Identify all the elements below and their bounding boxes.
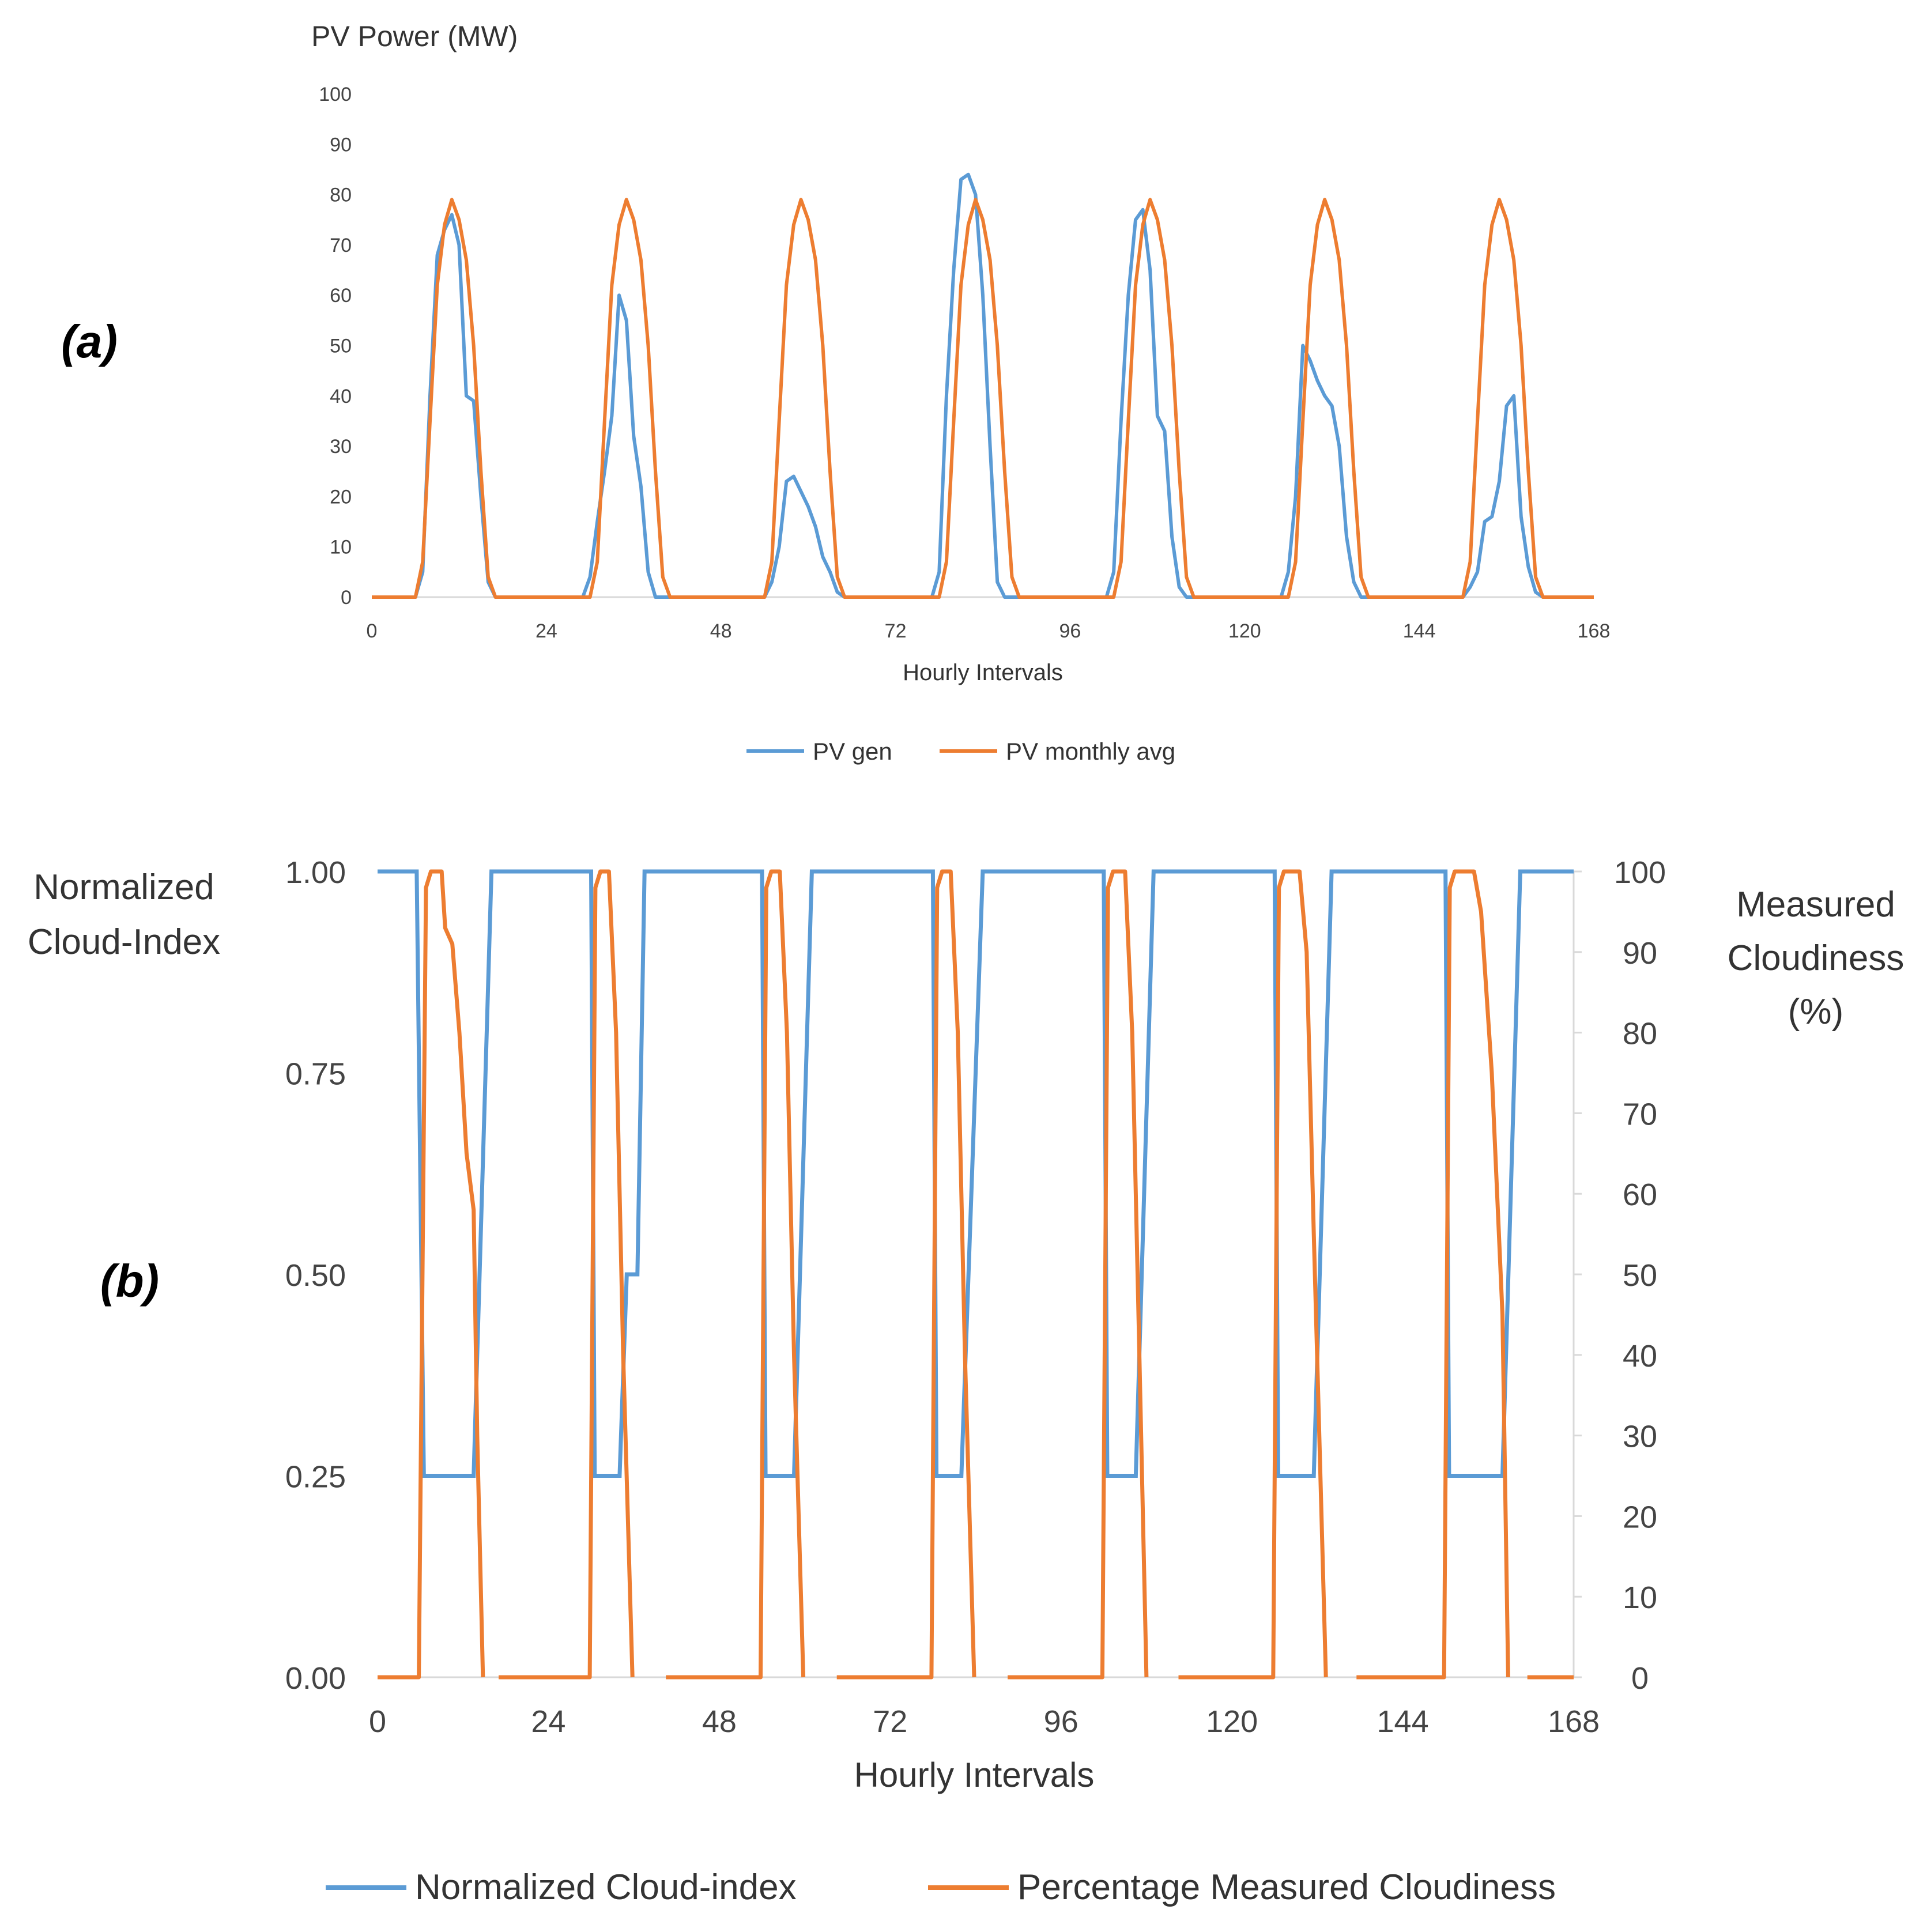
chart-b-xtick: 96 <box>1044 1704 1078 1739</box>
chart-b-ytick-right: 20 <box>1623 1500 1657 1534</box>
chart-b-xtick: 48 <box>702 1704 737 1739</box>
chart-a-ytick: 0 <box>341 587 352 609</box>
chart-a-ytick: 20 <box>330 486 352 508</box>
chart-a-ytick: 60 <box>330 285 352 307</box>
chart-a-xtick: 48 <box>710 620 732 642</box>
chart-a-ytick: 80 <box>330 184 352 206</box>
chart-b-xtick: 120 <box>1206 1704 1258 1739</box>
chart-b-ytick-right: 90 <box>1623 936 1657 971</box>
chart-a-ytick: 50 <box>330 335 352 357</box>
chart-b-ytick-right: 50 <box>1623 1258 1657 1293</box>
chart-b-ytick-right: 0 <box>1631 1661 1649 1696</box>
chart-b-ytick-left: 0.50 <box>285 1258 346 1293</box>
chart-b-ytick-right: 10 <box>1623 1580 1657 1615</box>
chart-a-ytick: 40 <box>330 386 352 407</box>
chart-b-xtick: 168 <box>1548 1704 1600 1739</box>
chart-b-ytick-right: 60 <box>1623 1178 1657 1212</box>
chart-b-xtick: 144 <box>1377 1704 1429 1739</box>
chart-b-ytick-left: 1.00 <box>285 855 346 890</box>
chart-a-ytick: 90 <box>330 134 352 156</box>
legend-label-pv-monthly-avg: PV monthly avg <box>1006 738 1175 765</box>
chart-b-ytick-left: 0.00 <box>285 1661 346 1696</box>
series-line-percentage-measured-cloudiness <box>378 869 1574 1680</box>
chart-a-xtick: 168 <box>1578 620 1611 642</box>
chart-b-ylabel-right: Measured Cloudiness (%) <box>1728 885 1905 1032</box>
chart-b-legend: Normalized Cloud-index Percentage Measur… <box>326 1867 1556 1907</box>
panel-a-label: (a) <box>61 316 118 367</box>
chart-b-ytick-right: 40 <box>1623 1339 1657 1373</box>
panel-b-label: (b) <box>100 1255 159 1307</box>
chart-b-ytick-right: 100 <box>1614 855 1666 890</box>
chart-b-ytick-left: 0.25 <box>285 1460 346 1495</box>
chart-a-xtick: 96 <box>1059 620 1081 642</box>
chart-b-xtick: 72 <box>873 1704 907 1739</box>
chart-a-legend: PV gen PV monthly avg <box>746 738 1175 765</box>
chart-a-ytick: 100 <box>319 84 352 105</box>
legend-label-normalized-cloud-index: Normalized Cloud-index <box>415 1867 797 1907</box>
chart-a-ytick: 30 <box>330 436 352 458</box>
chart-a-ytick: 10 <box>330 537 352 559</box>
chart-b-xlabel: Hourly Intervals <box>854 1756 1095 1794</box>
series-line-normalized-cloud-index <box>378 869 1574 1478</box>
chart-b-xtick: 0 <box>369 1704 386 1739</box>
chart-a-ytick: 70 <box>330 235 352 256</box>
legend-label-pv-gen: PV gen <box>813 738 892 765</box>
chart-a-xtick: 0 <box>367 620 378 642</box>
chart-b-ytick-right: 30 <box>1623 1420 1657 1454</box>
chart-a-xtick: 144 <box>1403 620 1436 642</box>
chart-b-ytick-left: 0.75 <box>285 1057 346 1092</box>
legend-label-percentage-measured-cloudiness: Percentage Measured Cloudiness <box>1017 1867 1556 1907</box>
chart-a-xtick: 120 <box>1228 620 1261 642</box>
chart-b-xtick: 24 <box>531 1704 565 1739</box>
chart-b-ytick-right: 80 <box>1623 1017 1657 1051</box>
chart-b-ytick-right: 70 <box>1623 1097 1657 1131</box>
series-line-pv-gen <box>372 172 1594 599</box>
chart-a-xtick: 24 <box>536 620 557 642</box>
chart-a-xtick: 72 <box>885 620 907 642</box>
series-line-pv-monthly-avg <box>372 198 1594 599</box>
chart-b-ylabel-left: Normalized Cloud-Index <box>28 867 220 962</box>
chart-a-xlabel: Hourly Intervals <box>903 660 1063 685</box>
chart-a-ylabel: PV Power (MW) <box>311 20 518 52</box>
